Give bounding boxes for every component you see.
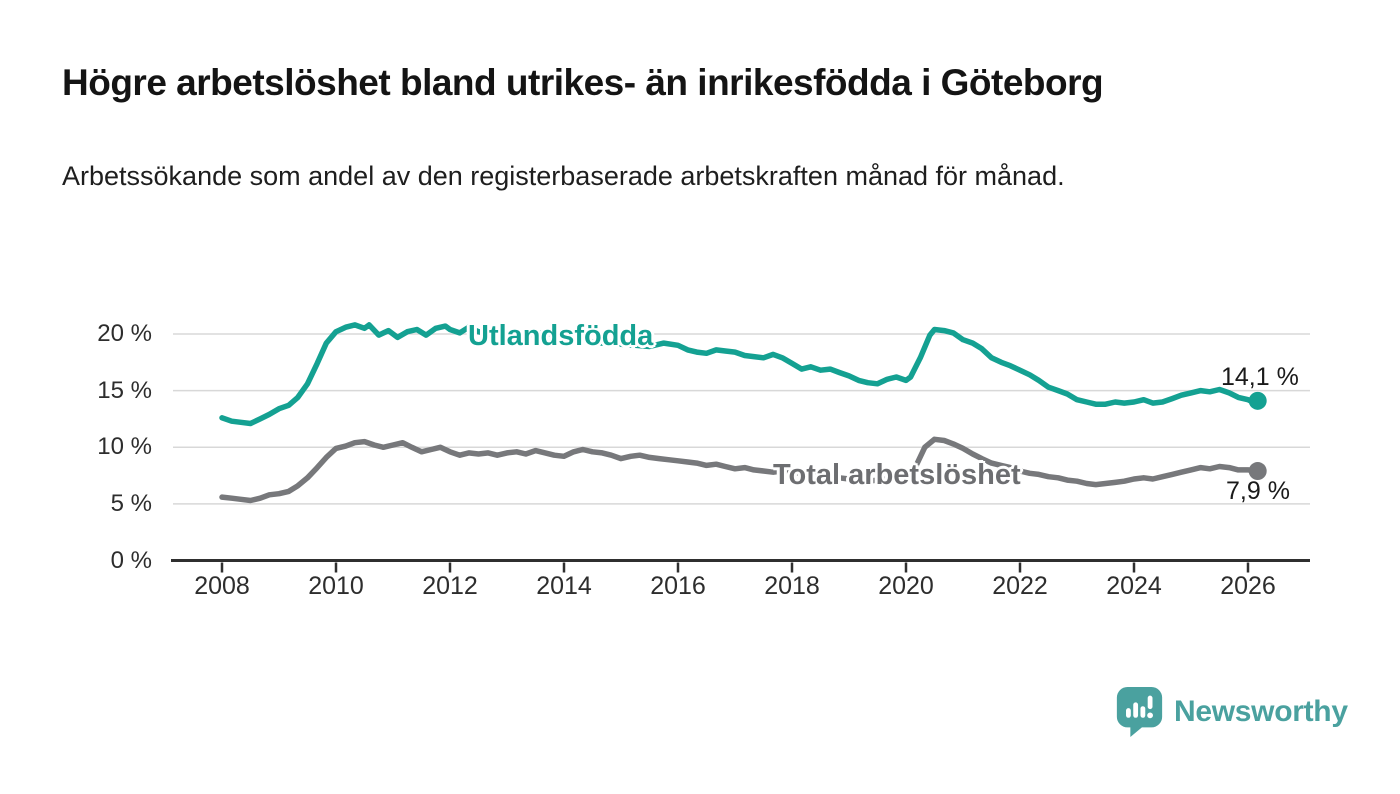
y-tick-label: 15 %: [97, 376, 152, 404]
x-tick-label: 2008: [194, 572, 250, 600]
x-tick-label: 2026: [1220, 572, 1276, 600]
y-tick-label: 20 %: [97, 320, 152, 347]
series-label-total-arbetsloshet: Total arbetslöshet: [773, 459, 1021, 491]
x-tick-label: 2022: [992, 572, 1048, 600]
y-tick-label: 5 %: [110, 489, 152, 517]
series-line-utlandsfodda: [219, 322, 1261, 427]
end-value-label-utlandsfodda: 14,1 %: [1221, 363, 1299, 391]
series-line-total: [219, 436, 1261, 504]
y-tick-label: 10 %: [97, 433, 152, 461]
x-tick-label: 2024: [1106, 572, 1162, 600]
x-tick-label: 2012: [422, 572, 478, 600]
brand-name: Newsworthy: [1174, 695, 1348, 728]
x-tick-label: 2016: [650, 572, 706, 600]
series-label-utlandsfodda: Utlandsfödda: [468, 320, 654, 352]
end-value-label-total: 7,9 %: [1226, 477, 1290, 505]
x-tick-label: 2018: [764, 572, 820, 600]
x-tick-label: 2010: [308, 572, 364, 600]
page-title: Högre arbetslöshet bland utrikes- än inr…: [62, 62, 1104, 103]
series-end-dot: [1248, 391, 1267, 410]
y-tick-label: 0 %: [110, 546, 152, 574]
x-tick-label: 2014: [536, 572, 592, 600]
newsworthy-speech-bubble-bar-chart-icon: [1116, 686, 1163, 738]
series-end-dot: [1248, 462, 1267, 481]
x-tick-label: 2020: [878, 572, 934, 600]
newsworthy-logo: Newsworthy: [1115, 686, 1348, 738]
chart-subtitle: Arbetssökande som andel av den registerb…: [62, 161, 1065, 191]
